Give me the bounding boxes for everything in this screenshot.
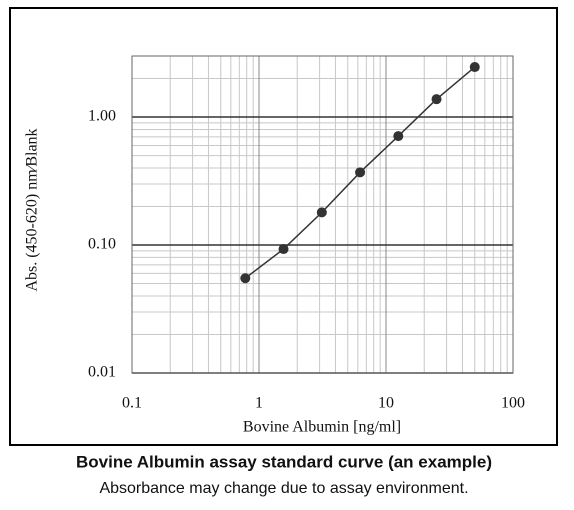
chart-title: Bovine Albumin assay standard curve (an … [76, 452, 492, 471]
data-point [469, 62, 480, 73]
x-tick-label: 0.1 [122, 395, 142, 412]
y-axis-label: Abs. (450-620) nm∕Blank [24, 128, 41, 291]
x-tick-label: 10 [378, 395, 394, 412]
data-point [355, 167, 366, 178]
y-tick-label: 1.00 [88, 108, 116, 125]
data-point [240, 273, 251, 284]
y-tick-label: 0.01 [88, 364, 116, 381]
data-point [393, 131, 404, 142]
data-point [431, 94, 442, 105]
x-tick-label: 100 [501, 395, 525, 412]
data-point [278, 244, 289, 255]
plot-border [131, 55, 514, 374]
chart-subtitle: Absorbance may change due to assay envir… [99, 480, 468, 497]
y-tick-label: 0.10 [88, 236, 116, 253]
frame [9, 7, 558, 446]
data-point [316, 207, 327, 218]
x-axis-label: Bovine Albumin [ng/ml] [243, 419, 401, 436]
x-tick-label: 1 [255, 395, 263, 412]
